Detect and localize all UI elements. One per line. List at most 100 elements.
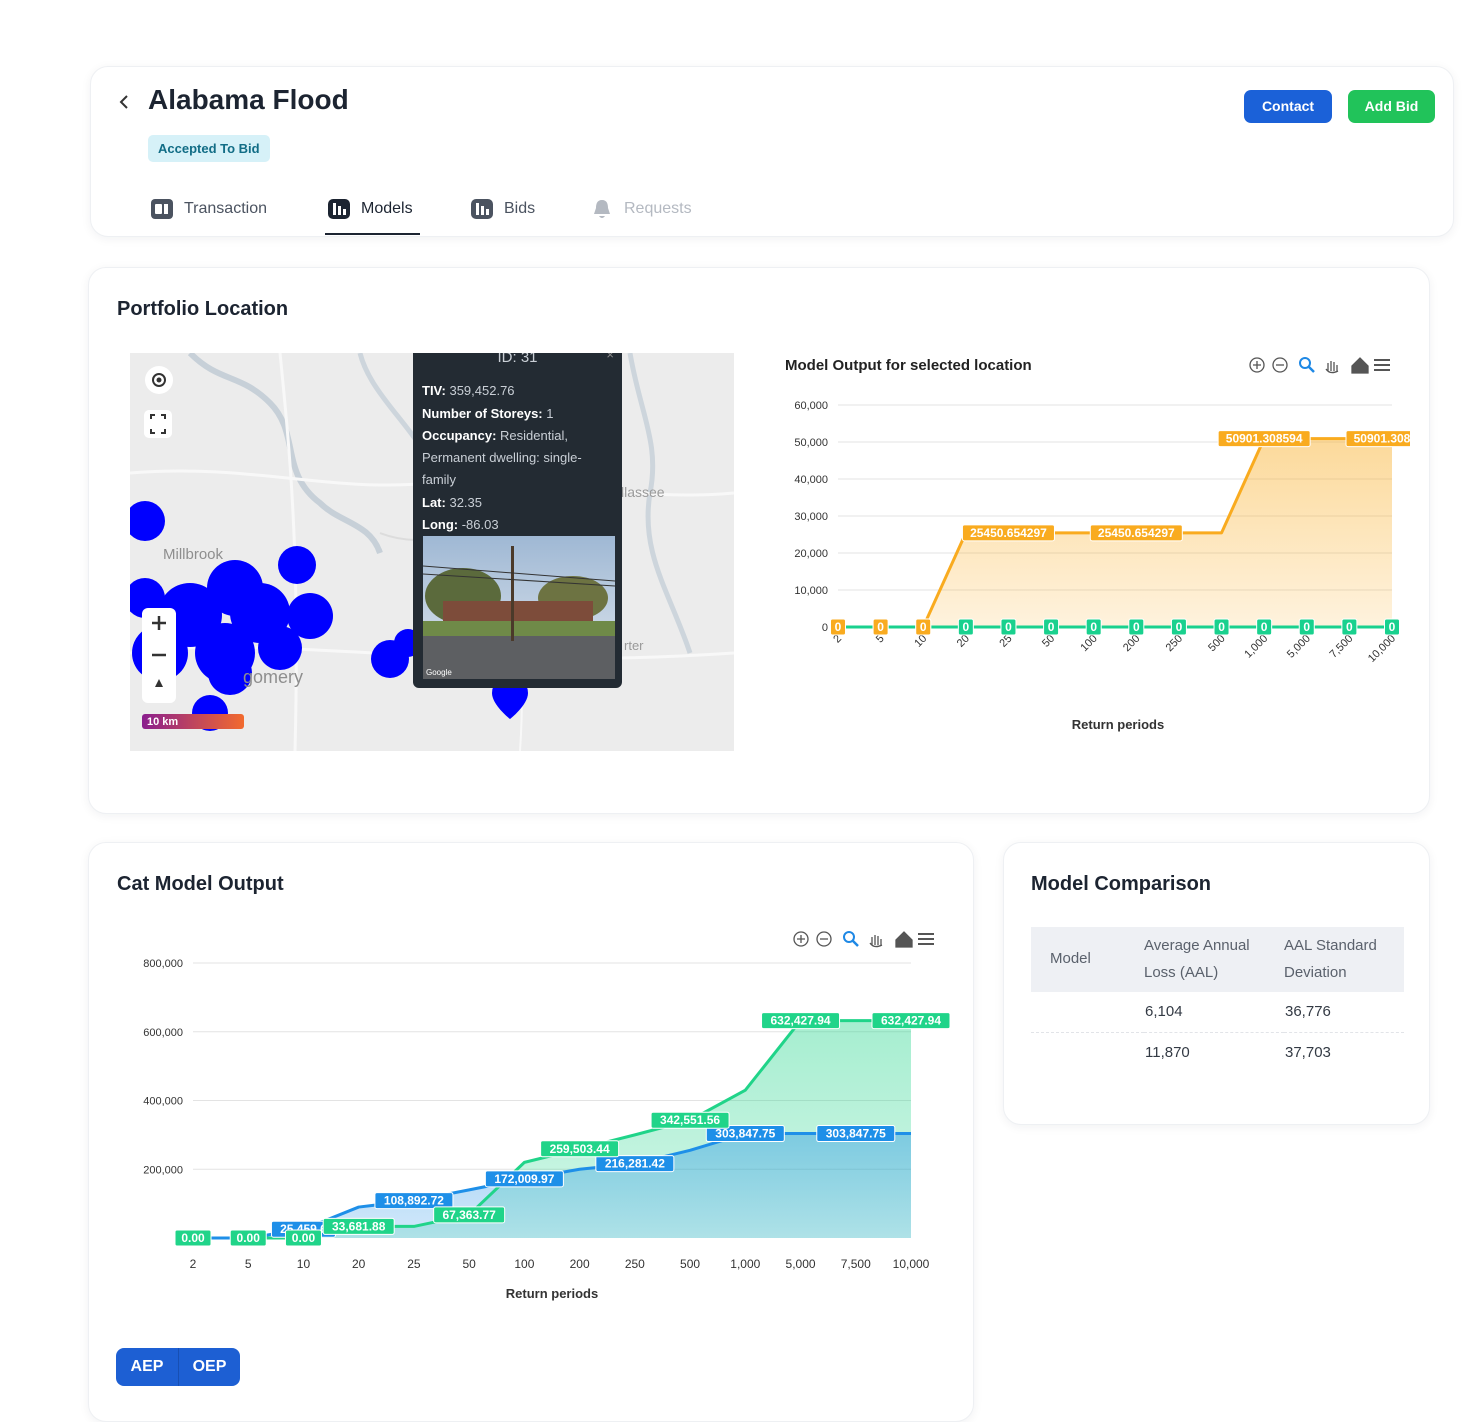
data-label: 0 — [1218, 620, 1225, 634]
place-label: rter — [624, 638, 644, 653]
data-label-bg — [322, 1217, 395, 1235]
zoom-controls[interactable] — [142, 608, 176, 703]
y-tick-label: 10,000 — [794, 585, 828, 597]
tab-icon — [471, 199, 493, 219]
data-label: 632,427.94 — [771, 1014, 831, 1028]
data-label: 0 — [1303, 620, 1310, 634]
data-label: 108,892.72 — [384, 1194, 444, 1208]
data-label: 0.00 — [181, 1231, 205, 1245]
active-tab-indicator — [325, 233, 420, 235]
portfolio-card: Portfolio Location Millbrook gomery ll — [88, 267, 1430, 814]
x-tick-label: 1,000 — [730, 1257, 760, 1271]
field-value: -86.03 — [461, 517, 499, 532]
tab-icon — [594, 200, 610, 218]
data-label-bg — [761, 1012, 841, 1030]
field-key: Occupancy: — [422, 428, 497, 443]
y-tick-label: 200,000 — [143, 1164, 183, 1176]
toggle-option[interactable]: OEP — [178, 1348, 240, 1386]
locate-button[interactable] — [145, 366, 173, 394]
chart-title: Model Output for selected location — [785, 357, 1032, 374]
x-tick-label: 500 — [680, 1257, 700, 1271]
tab[interactable]: Bids — [470, 198, 535, 220]
x-tick-label: 7,500 — [841, 1257, 871, 1271]
data-label-bg — [1384, 618, 1400, 636]
tab-icon — [151, 199, 173, 219]
x-tick-label: 20 — [352, 1257, 366, 1271]
x-tick-label: 100 — [1078, 633, 1099, 654]
popup-close[interactable]: × — [606, 353, 614, 362]
column-header: Model — [1031, 927, 1144, 992]
data-label: 0 — [1261, 620, 1268, 634]
data-label-bg — [1256, 618, 1273, 636]
location-popup: ID: 31 × TIV: 359,452.76 Number of Store… — [413, 353, 622, 688]
x-tick-label: 2 — [190, 1257, 197, 1271]
data-label: 0 — [1048, 620, 1055, 634]
data-label-bg — [816, 1125, 896, 1143]
x-tick-label: 5 — [245, 1257, 252, 1271]
y-tick-label: 50,000 — [794, 437, 828, 449]
cell: 37,703 — [1285, 1043, 1331, 1061]
tab-label: Transaction — [184, 200, 267, 217]
back-button[interactable] — [117, 93, 131, 111]
section-title: Model Comparison — [1031, 873, 1212, 895]
y-tick-label: 30,000 — [794, 511, 828, 523]
data-label-bg — [1345, 430, 1410, 448]
data-label: 50901.308594 — [1226, 432, 1303, 446]
popup-field: Number of Storeys: 1 — [422, 403, 612, 425]
cell — [1031, 1032, 1144, 1072]
place-label: gomery — [243, 667, 303, 687]
data-label: 216,281.42 — [605, 1157, 665, 1171]
x-axis-label: Return periods — [506, 1286, 598, 1301]
data-label: 0 — [1005, 620, 1012, 634]
x-tick-label: 10 — [297, 1257, 311, 1271]
add-bid-button[interactable]: Add Bid — [1348, 90, 1435, 123]
data-label-bg — [1128, 618, 1145, 636]
popup-field: Long: -86.03 — [422, 514, 612, 536]
column-header: Average Annual Loss (AAL) — [1144, 927, 1284, 992]
contact-button[interactable]: Contact — [1244, 90, 1332, 123]
data-label-bg — [871, 1012, 951, 1030]
cell: 36,776 — [1284, 992, 1404, 1033]
toggle-option[interactable]: AEP — [116, 1348, 178, 1386]
tab[interactable]: Models — [327, 198, 413, 220]
chart-toolbar[interactable] — [793, 931, 934, 948]
x-tick-label: 10,000 — [893, 1257, 930, 1271]
map[interactable]: Millbrook gomery llassee rter 10 km ID: … — [130, 353, 734, 751]
data-label: 50901.308594 — [1354, 432, 1410, 446]
field-key: Number of Storeys: — [422, 406, 543, 421]
data-label: 25450.654297 — [970, 526, 1047, 540]
table-row: 11,870 37,703 — [1031, 1032, 1404, 1072]
y-tick-label: 800,000 — [143, 958, 183, 970]
data-label-bg — [595, 1155, 675, 1173]
page-title: Alabama Flood — [148, 84, 349, 115]
chart-toolbar[interactable] — [1249, 357, 1390, 374]
data-label: 0 — [920, 620, 927, 634]
x-tick-label: 250 — [625, 1257, 645, 1271]
x-tick-label: 10,000 — [1366, 633, 1398, 665]
header-card: Alabama Flood Accepted To Bid Contact Ad… — [90, 66, 1454, 237]
cell: 6,104 — [1144, 992, 1284, 1033]
data-label-bg — [174, 1229, 212, 1247]
data-label: 0.00 — [292, 1231, 316, 1245]
cell — [1031, 992, 1144, 1033]
attribution: Google — [426, 668, 452, 677]
tab[interactable]: Requests — [590, 198, 692, 220]
y-tick-label: 400,000 — [143, 1096, 183, 1108]
tab-label: Bids — [504, 200, 536, 217]
data-label: 0.00 — [237, 1231, 261, 1245]
data-label-bg — [1000, 618, 1017, 636]
x-tick-label: 7,500 — [1328, 633, 1356, 661]
x-tick-label: 1,000 — [1242, 633, 1270, 661]
x-tick-label: 250 — [1164, 633, 1185, 654]
data-label-bg — [374, 1192, 454, 1210]
fullscreen-button[interactable] — [144, 410, 172, 438]
data-label-bg — [1089, 524, 1183, 542]
x-tick-label: 200 — [570, 1257, 590, 1271]
scale-label: 10 km — [147, 716, 178, 728]
data-label-bg — [1043, 618, 1060, 636]
tab[interactable]: Transaction — [150, 198, 267, 220]
y-tick-label: 20,000 — [794, 548, 828, 560]
data-label-bg — [650, 1111, 730, 1129]
